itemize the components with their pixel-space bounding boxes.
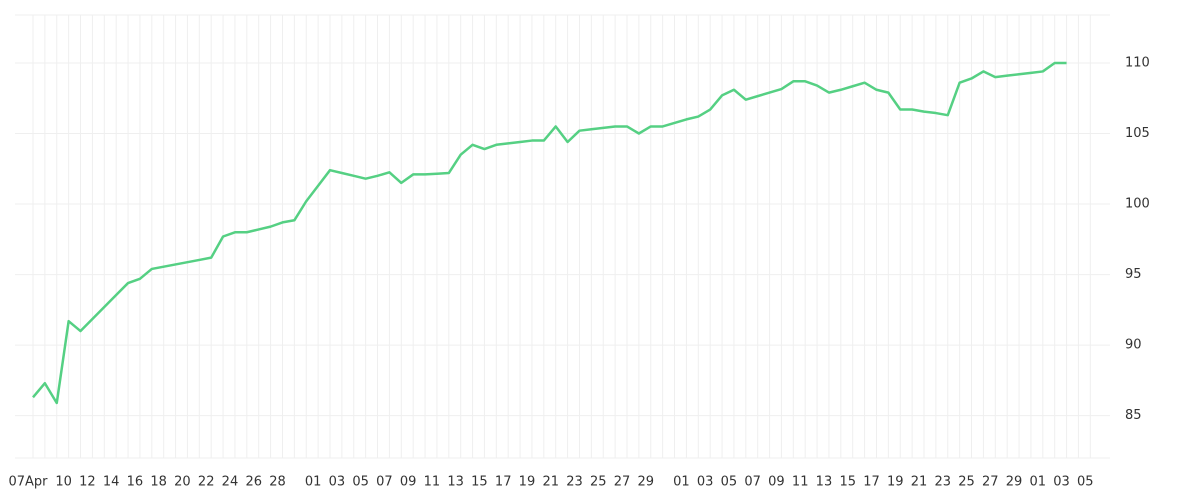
x-tick-label: 14 — [103, 475, 120, 490]
y-tick-label: 100 — [1125, 197, 1150, 212]
x-tick-label: 15 — [471, 475, 488, 490]
y-tick-label: 90 — [1125, 338, 1142, 353]
x-tick-label: 05 — [1077, 475, 1094, 490]
x-tick-label: 27 — [614, 475, 631, 490]
x-tick-label: 19 — [519, 475, 536, 490]
x-tick-label: 07 — [744, 475, 761, 490]
x-tick-label: 23 — [934, 475, 951, 490]
x-tick-label: 21 — [542, 475, 559, 490]
x-tick-label: 22 — [198, 475, 215, 490]
x-tick-label: 01 — [673, 475, 690, 490]
x-tick-label: 11 — [424, 475, 441, 490]
x-tick-label: 28 — [269, 475, 286, 490]
x-tick-label: 29 — [1006, 475, 1023, 490]
y-tick-label: 110 — [1125, 55, 1150, 70]
x-tick-label: 12 — [79, 475, 96, 490]
x-tick-label: 01 — [305, 475, 322, 490]
x-tick-label: 16 — [127, 475, 144, 490]
x-tick-label: 26 — [245, 475, 262, 490]
x-tick-label: 19 — [887, 475, 904, 490]
x-tick-label: 27 — [982, 475, 999, 490]
x-tick-label: 07 — [376, 475, 393, 490]
x-tick-label: 17 — [863, 475, 880, 490]
x-tick-label: 13 — [816, 475, 833, 490]
x-tick-label: 05 — [721, 475, 738, 490]
x-tick-label: 23 — [566, 475, 583, 490]
x-tick-label: 10 — [55, 475, 72, 490]
line-series — [32, 61, 1067, 405]
x-tick-label: 09 — [400, 475, 417, 490]
y-tick-label: 85 — [1125, 408, 1142, 423]
x-tick-label: 05 — [352, 475, 369, 490]
x-tick-label: 03 — [697, 475, 714, 490]
x-tick-label: 18 — [150, 475, 167, 490]
x-tick-label: 25 — [590, 475, 607, 490]
x-tick-label: 15 — [839, 475, 856, 490]
x-tick-label: 17 — [495, 475, 512, 490]
x-tick-label: 20 — [174, 475, 191, 490]
x-tick-label: 24 — [222, 475, 239, 490]
y-tick-label: 95 — [1125, 267, 1142, 282]
x-tick-label: 13 — [447, 475, 464, 490]
x-tick-label: 07Apr — [8, 475, 48, 490]
x-tick-label: 25 — [958, 475, 975, 490]
x-tick-label: 01 — [1030, 475, 1047, 490]
x-tick-label: 03 — [1053, 475, 1070, 490]
y-tick-label: 105 — [1125, 126, 1150, 141]
x-tick-label: 09 — [768, 475, 785, 490]
x-tick-label: 03 — [329, 475, 346, 490]
x-tick-label: 11 — [792, 475, 809, 490]
x-tick-label: 29 — [637, 475, 654, 490]
x-tick-label: 21 — [911, 475, 928, 490]
